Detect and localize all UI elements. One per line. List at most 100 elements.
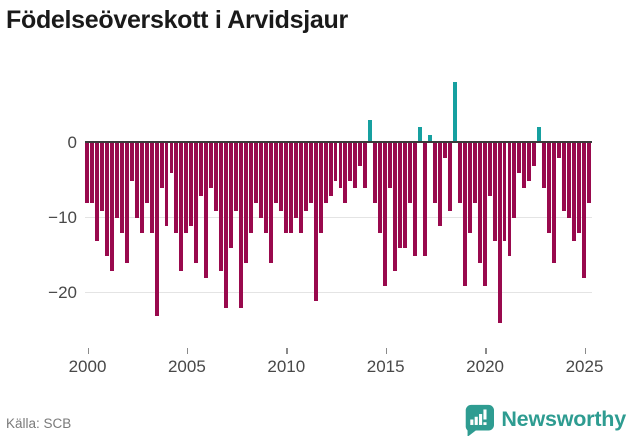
bar <box>313 143 318 301</box>
bar <box>278 143 283 211</box>
chart-title: Födelseöverskott i Arvidsjaur <box>6 6 348 34</box>
bar <box>527 143 532 181</box>
newsworthy-icon <box>463 403 495 437</box>
bar <box>353 143 358 189</box>
bar <box>273 143 278 204</box>
x-tick-mark <box>286 348 288 354</box>
bar <box>457 143 462 204</box>
bar <box>373 143 378 204</box>
bar <box>224 143 229 309</box>
bar <box>358 143 363 166</box>
gridline <box>85 217 592 218</box>
y-tick-label: 0 <box>67 133 77 152</box>
bar <box>497 143 502 324</box>
bar <box>134 143 139 219</box>
bar <box>507 143 512 256</box>
bar <box>184 143 189 234</box>
bar <box>542 143 547 189</box>
bar <box>139 143 144 234</box>
newsworthy-wordmark: Newsworthy <box>501 407 626 431</box>
bar <box>189 143 194 226</box>
bar <box>258 143 263 219</box>
x-tick-mark <box>485 348 487 354</box>
x-tick-label: 2015 <box>366 357 405 376</box>
bar <box>234 143 239 211</box>
bar <box>467 143 472 234</box>
newsworthy-logo: Newsworthy <box>463 403 626 437</box>
x-tick-mark <box>584 348 586 354</box>
bar <box>154 143 159 316</box>
bar <box>288 143 293 234</box>
bar <box>447 143 452 211</box>
bar <box>512 143 517 219</box>
bar <box>472 143 477 204</box>
bar <box>303 143 308 211</box>
bar <box>587 143 591 204</box>
y-tick-label: −10 <box>48 208 77 227</box>
bar <box>85 143 89 204</box>
bar <box>323 143 328 204</box>
x-tick-label: 2010 <box>267 357 306 376</box>
bar <box>333 143 338 181</box>
bar <box>229 143 234 249</box>
bar <box>368 119 373 143</box>
bar <box>104 143 109 256</box>
bar <box>254 143 258 204</box>
bar <box>214 143 219 211</box>
bar <box>244 143 249 264</box>
bar <box>517 143 522 174</box>
bar <box>129 143 134 181</box>
bar <box>378 143 383 234</box>
bar <box>403 143 408 249</box>
bar <box>393 143 398 271</box>
bar <box>268 143 273 264</box>
bar <box>249 143 253 234</box>
y-tick-label: −20 <box>48 283 77 302</box>
bar <box>149 143 154 234</box>
bar <box>94 143 99 241</box>
bar <box>532 143 537 166</box>
bar <box>567 143 572 219</box>
bar <box>462 143 467 286</box>
bar <box>442 143 447 159</box>
bar <box>398 143 403 249</box>
bar <box>477 143 482 264</box>
bar <box>204 143 209 279</box>
bar <box>502 143 507 241</box>
bar <box>552 143 557 264</box>
bar <box>318 143 323 234</box>
x-tick-label: 2020 <box>466 357 504 376</box>
x-tick-mark <box>87 348 89 354</box>
bar <box>159 143 164 189</box>
bar <box>547 143 552 234</box>
bar <box>437 143 442 226</box>
plot-area: 0 −10 −20 2000 2005 2010 2015 2020 2025 <box>48 75 603 376</box>
bar <box>298 143 303 234</box>
bar <box>164 143 169 226</box>
x-tick-label: 2025 <box>565 357 604 376</box>
bar <box>109 143 114 271</box>
bar <box>119 143 124 234</box>
bar <box>174 143 179 234</box>
bar <box>124 143 129 264</box>
bar <box>89 143 94 204</box>
bar <box>577 143 582 234</box>
bar <box>328 143 333 196</box>
bar <box>557 143 562 159</box>
bar <box>413 143 418 256</box>
bar <box>388 143 393 189</box>
gridline <box>85 292 592 293</box>
bar <box>263 143 268 234</box>
bar <box>482 143 487 286</box>
bar <box>452 82 457 143</box>
bar <box>219 143 224 271</box>
bar <box>522 143 527 189</box>
bar <box>283 143 288 234</box>
zero-line <box>85 141 592 143</box>
bar <box>114 143 119 219</box>
bar <box>209 143 214 189</box>
x-tick-label: 2000 <box>68 357 107 376</box>
bar <box>432 143 437 204</box>
bar <box>572 143 577 241</box>
x-tick-mark <box>186 348 189 354</box>
